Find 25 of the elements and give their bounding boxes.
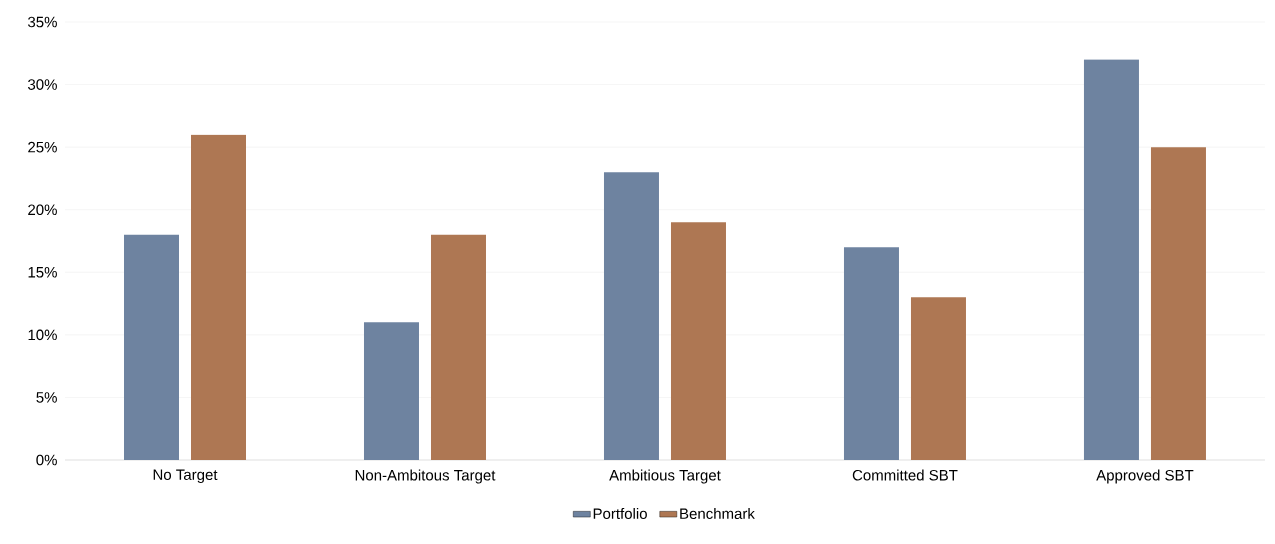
x-tick-label: Non-Ambitous Target	[355, 469, 496, 484]
x-tick-label: Committed SBT	[852, 469, 958, 481]
y-tick-label: 20%	[28, 204, 57, 216]
bar	[363, 322, 419, 460]
bar	[843, 247, 899, 460]
y-tick-label: 15%	[28, 267, 57, 278]
bar	[603, 172, 659, 460]
x-tick-label: Ambitious Target	[609, 469, 721, 484]
bar	[124, 234, 179, 460]
bar	[670, 222, 726, 460]
bar	[191, 134, 246, 460]
bar	[430, 234, 486, 460]
y-tick-label: 25%	[28, 141, 57, 153]
x-tick-label: No Target	[153, 469, 218, 483]
bar	[1150, 147, 1206, 460]
legend-label: Benchmark	[680, 508, 755, 520]
y-tick-label: 35%	[28, 16, 57, 28]
y-tick-label: 0%	[36, 454, 57, 466]
bar	[1083, 59, 1139, 460]
y-tick-label: 5%	[36, 392, 57, 403]
y-tick-label: 30%	[28, 79, 57, 90]
bar	[910, 297, 966, 460]
x-tick-label: Approved SBT	[1096, 469, 1194, 484]
legend-label: Portfolio	[593, 508, 647, 520]
y-tick-label: 10%	[28, 329, 57, 341]
